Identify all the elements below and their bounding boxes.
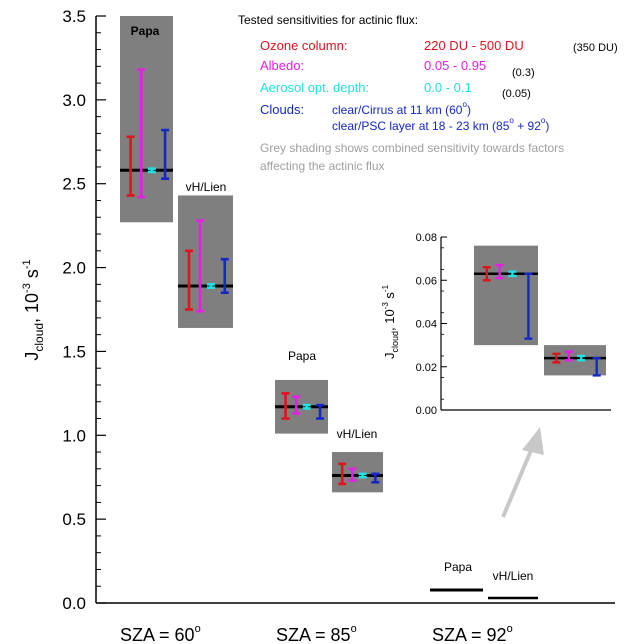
legend-default-ozone: (350 DU) xyxy=(573,42,618,54)
legend-range-albedo: 0.05 - 0.95 xyxy=(424,58,486,73)
group-label-vhlien-60: vH/Lien xyxy=(186,180,227,194)
legend-note-line1: Grey shading shows combined sensitivity … xyxy=(260,141,564,155)
y-tick-label: 1.5 xyxy=(62,342,86,361)
inset-y-tick-label: 0.06 xyxy=(416,275,437,287)
legend-range-aerosol: 0.0 - 0.1 xyxy=(424,80,472,95)
group-label-papa-92: Papa xyxy=(444,560,472,574)
y-tick-label: 3.5 xyxy=(62,7,86,26)
group-label-vhlien-85: vH/Lien xyxy=(337,427,378,441)
legend-default-albedo: (0.3) xyxy=(512,67,535,79)
x-tick-label-85: SZA = 85o xyxy=(276,623,357,644)
inset-y-tick-label: 0.02 xyxy=(416,362,437,374)
y-tick-label: 3.0 xyxy=(62,91,86,110)
group-0-shade xyxy=(120,16,173,223)
legend-range-ozone: 220 DU - 500 DU xyxy=(424,38,524,53)
y-tick-label: 2.5 xyxy=(62,175,86,194)
legend-title: Tested sensitivities for actinic flux: xyxy=(238,13,418,27)
legend-name-clouds: Clouds: xyxy=(260,102,304,117)
y-tick-label: 1.0 xyxy=(62,426,86,445)
y-tick-label: 0.0 xyxy=(62,594,86,613)
group-label-vhlien-92: vH/Lien xyxy=(493,569,534,583)
legend-note-line2: affecting the actinic flux xyxy=(260,159,385,173)
inset-y-axis-label: Jcloud, 10-3 s-1 xyxy=(381,284,400,359)
legend-clouds-line2: clear/PSC layer at 18 - 23 km (85o + 92o… xyxy=(332,116,549,133)
inset-y-tick-label: 0.04 xyxy=(416,319,437,331)
y-axis-label: Jcloud, 10-3 s-1 xyxy=(21,259,46,360)
y-tick-label: 2.0 xyxy=(62,259,86,278)
legend-name-aerosol: Aerosol opt. depth: xyxy=(260,80,369,95)
inset-y-tick-label: 0.00 xyxy=(416,405,437,417)
x-tick-label-60: SZA = 60o xyxy=(120,623,201,644)
inset-plot: 0.00 0.02 0.04 0.06 0.08 Jcloud, 10-3 s-1 xyxy=(381,232,611,417)
group-label-papa-85: Papa xyxy=(288,349,316,363)
legend: Tested sensitivities for actinic flux: O… xyxy=(238,13,618,173)
x-tick-label-92: SZA = 92o xyxy=(432,623,513,644)
zoom-arrow xyxy=(501,427,544,518)
legend-name-albedo: Albedo: xyxy=(260,58,304,73)
legend-default-aerosol: (0.05) xyxy=(502,88,531,100)
inset-y-tick-label: 0.08 xyxy=(416,232,437,244)
legend-name-ozone: Ozone column: xyxy=(260,38,347,53)
group-3-shade xyxy=(332,452,383,493)
group-label-papa-60: Papa xyxy=(131,24,160,38)
y-tick-label: 0.5 xyxy=(62,510,86,529)
legend-clouds-line1: clear/Cirrus at 11 km (60o) xyxy=(332,100,471,117)
